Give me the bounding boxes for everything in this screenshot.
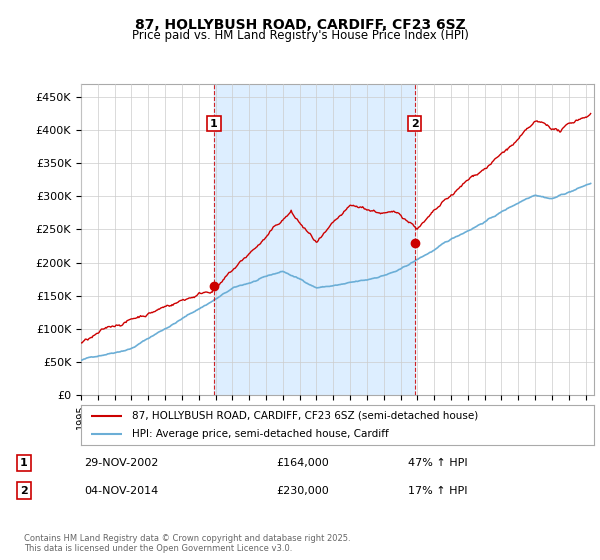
Text: Price paid vs. HM Land Registry's House Price Index (HPI): Price paid vs. HM Land Registry's House … <box>131 29 469 42</box>
Text: HPI: Average price, semi-detached house, Cardiff: HPI: Average price, semi-detached house,… <box>133 430 389 439</box>
Text: 87, HOLLYBUSH ROAD, CARDIFF, CF23 6SZ: 87, HOLLYBUSH ROAD, CARDIFF, CF23 6SZ <box>134 18 466 32</box>
Bar <box>214 84 415 395</box>
Text: 87, HOLLYBUSH ROAD, CARDIFF, CF23 6SZ (semi-detached house): 87, HOLLYBUSH ROAD, CARDIFF, CF23 6SZ (s… <box>133 411 479 421</box>
Text: 1: 1 <box>20 458 28 468</box>
Text: 2: 2 <box>411 119 419 129</box>
Text: £164,000: £164,000 <box>276 458 329 468</box>
Text: Contains HM Land Registry data © Crown copyright and database right 2025.
This d: Contains HM Land Registry data © Crown c… <box>24 534 350 553</box>
Text: 17% ↑ HPI: 17% ↑ HPI <box>408 486 467 496</box>
Text: 1: 1 <box>210 119 218 129</box>
Text: 47% ↑ HPI: 47% ↑ HPI <box>408 458 467 468</box>
Text: 29-NOV-2002: 29-NOV-2002 <box>84 458 158 468</box>
Text: 2: 2 <box>20 486 28 496</box>
Text: 04-NOV-2014: 04-NOV-2014 <box>84 486 158 496</box>
Text: £230,000: £230,000 <box>276 486 329 496</box>
